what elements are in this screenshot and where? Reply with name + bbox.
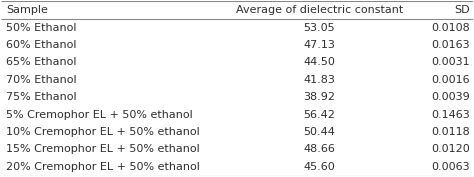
Text: 56.42: 56.42 [303,110,336,120]
Text: 60% Ethanol: 60% Ethanol [6,40,77,50]
Text: 0.0031: 0.0031 [432,57,470,67]
Text: 38.92: 38.92 [303,92,336,102]
Text: 15% Cremophor EL + 50% ethanol: 15% Cremophor EL + 50% ethanol [6,144,200,155]
Text: 48.66: 48.66 [303,144,336,155]
Text: 70% Ethanol: 70% Ethanol [6,75,77,85]
Text: 0.0039: 0.0039 [431,92,470,102]
Text: 0.0118: 0.0118 [431,127,470,137]
Text: 0.0108: 0.0108 [431,22,470,33]
Text: 0.0016: 0.0016 [432,75,470,85]
Text: 45.60: 45.60 [303,162,335,172]
Text: 0.0163: 0.0163 [432,40,470,50]
Text: 10% Cremophor EL + 50% ethanol: 10% Cremophor EL + 50% ethanol [6,127,200,137]
Text: 20% Cremophor EL + 50% ethanol: 20% Cremophor EL + 50% ethanol [6,162,200,172]
Text: 44.50: 44.50 [303,57,336,67]
Text: 47.13: 47.13 [303,40,336,50]
Text: SD: SD [455,5,470,15]
Text: Sample: Sample [6,5,48,15]
Text: Average of dielectric constant: Average of dielectric constant [236,5,403,15]
Text: 53.05: 53.05 [304,22,335,33]
Text: 75% Ethanol: 75% Ethanol [6,92,77,102]
Text: 50% Ethanol: 50% Ethanol [6,22,77,33]
Text: 41.83: 41.83 [303,75,336,85]
Text: 5% Cremophor EL + 50% ethanol: 5% Cremophor EL + 50% ethanol [6,110,193,120]
Text: 0.0063: 0.0063 [432,162,470,172]
Text: 0.0120: 0.0120 [431,144,470,155]
Text: 50.44: 50.44 [303,127,336,137]
Text: 65% Ethanol: 65% Ethanol [6,57,77,67]
Text: 0.1463: 0.1463 [431,110,470,120]
